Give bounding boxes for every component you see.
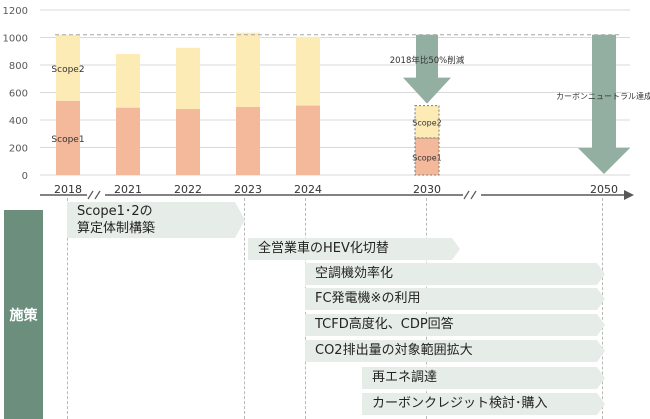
bar-scope1-2022 [176, 109, 200, 175]
x-tick-label-2023: 2023 [234, 183, 262, 196]
measure-renewable-procurement: 再エネ調達 [362, 367, 605, 389]
bar-scope1-2021 [116, 107, 140, 175]
bar-scope1-2023 [236, 106, 260, 175]
annotation-2030-reduction: 2018年比50%削減 [390, 55, 465, 66]
bar-scope1-2024 [296, 105, 320, 175]
segment-label-scope2: Scope2 [51, 65, 84, 75]
y-tick-label: 1200 [3, 6, 28, 17]
bar-scope2-2024 [296, 36, 320, 106]
x-tick-label-2022: 2022 [174, 183, 202, 196]
bar-scope2-2021 [116, 54, 140, 108]
measure-tcfd-cdp: TCFD高度化、CDP回答 [305, 314, 605, 336]
measure-scope-calculation: Scope1･2の 算定体制構築 [67, 202, 245, 238]
reduction-arrow-2030 [403, 34, 451, 104]
x-tick-label-2050: 2050 [590, 183, 618, 196]
x-tick-label-2024: 2024 [294, 183, 322, 196]
measure-fc-generator: FC発電機※の利用 [305, 288, 605, 310]
measure-carbon-credit: カーボンクレジット検討･購入 [362, 393, 605, 415]
measures-side-label: 施策 [4, 210, 43, 419]
y-tick-label: 600 [9, 89, 28, 100]
x-axis: 2018 2021 2022 2023 2024 2030 2050 [40, 183, 634, 200]
segment-label-scope1: Scope1 [412, 153, 441, 162]
x-tick-label-2021: 2021 [114, 183, 142, 196]
y-tick-label: 200 [9, 144, 28, 155]
neutral-arrow-2050 [578, 34, 630, 174]
divider-line [602, 198, 603, 419]
y-axis-ticks: 0 200 400 600 800 1000 1200 [3, 6, 28, 182]
bars: Scope1 Scope2 Scope1 Scope2 [51, 32, 442, 176]
annotation-2050-neutral: カーボンニュートラル達成 [556, 91, 650, 101]
y-tick-label: 1000 [3, 34, 28, 45]
segment-label-scope1: Scope1 [51, 135, 84, 145]
bar-scope2-2018 [56, 34, 80, 101]
measure-hvac-efficiency: 空調機効率化 [305, 263, 605, 285]
divider-line [67, 198, 68, 419]
x-axis-arrowhead [624, 190, 634, 200]
y-tick-label: 0 [22, 171, 28, 182]
axis-break-mark [87, 190, 105, 200]
y-tick-label: 400 [9, 116, 28, 127]
axis-break-mark [463, 190, 481, 200]
y-tick-label: 800 [9, 61, 28, 72]
bar-scope2-2022 [176, 47, 200, 109]
bar-scope2-2023 [236, 32, 260, 107]
measure-hev-switch: 全営業車のHEV化切替 [248, 238, 460, 260]
x-tick-label-2030: 2030 [413, 183, 441, 196]
bar-scope2-2030 [414, 105, 440, 139]
x-tick-label-2018: 2018 [54, 183, 82, 196]
measure-co2-scope-expansion: CO2排出量の対象範囲拡大 [305, 340, 605, 362]
segment-label-scope2: Scope2 [412, 119, 441, 128]
divider-line [244, 198, 245, 419]
bar-scope1-2018 [56, 100, 80, 175]
